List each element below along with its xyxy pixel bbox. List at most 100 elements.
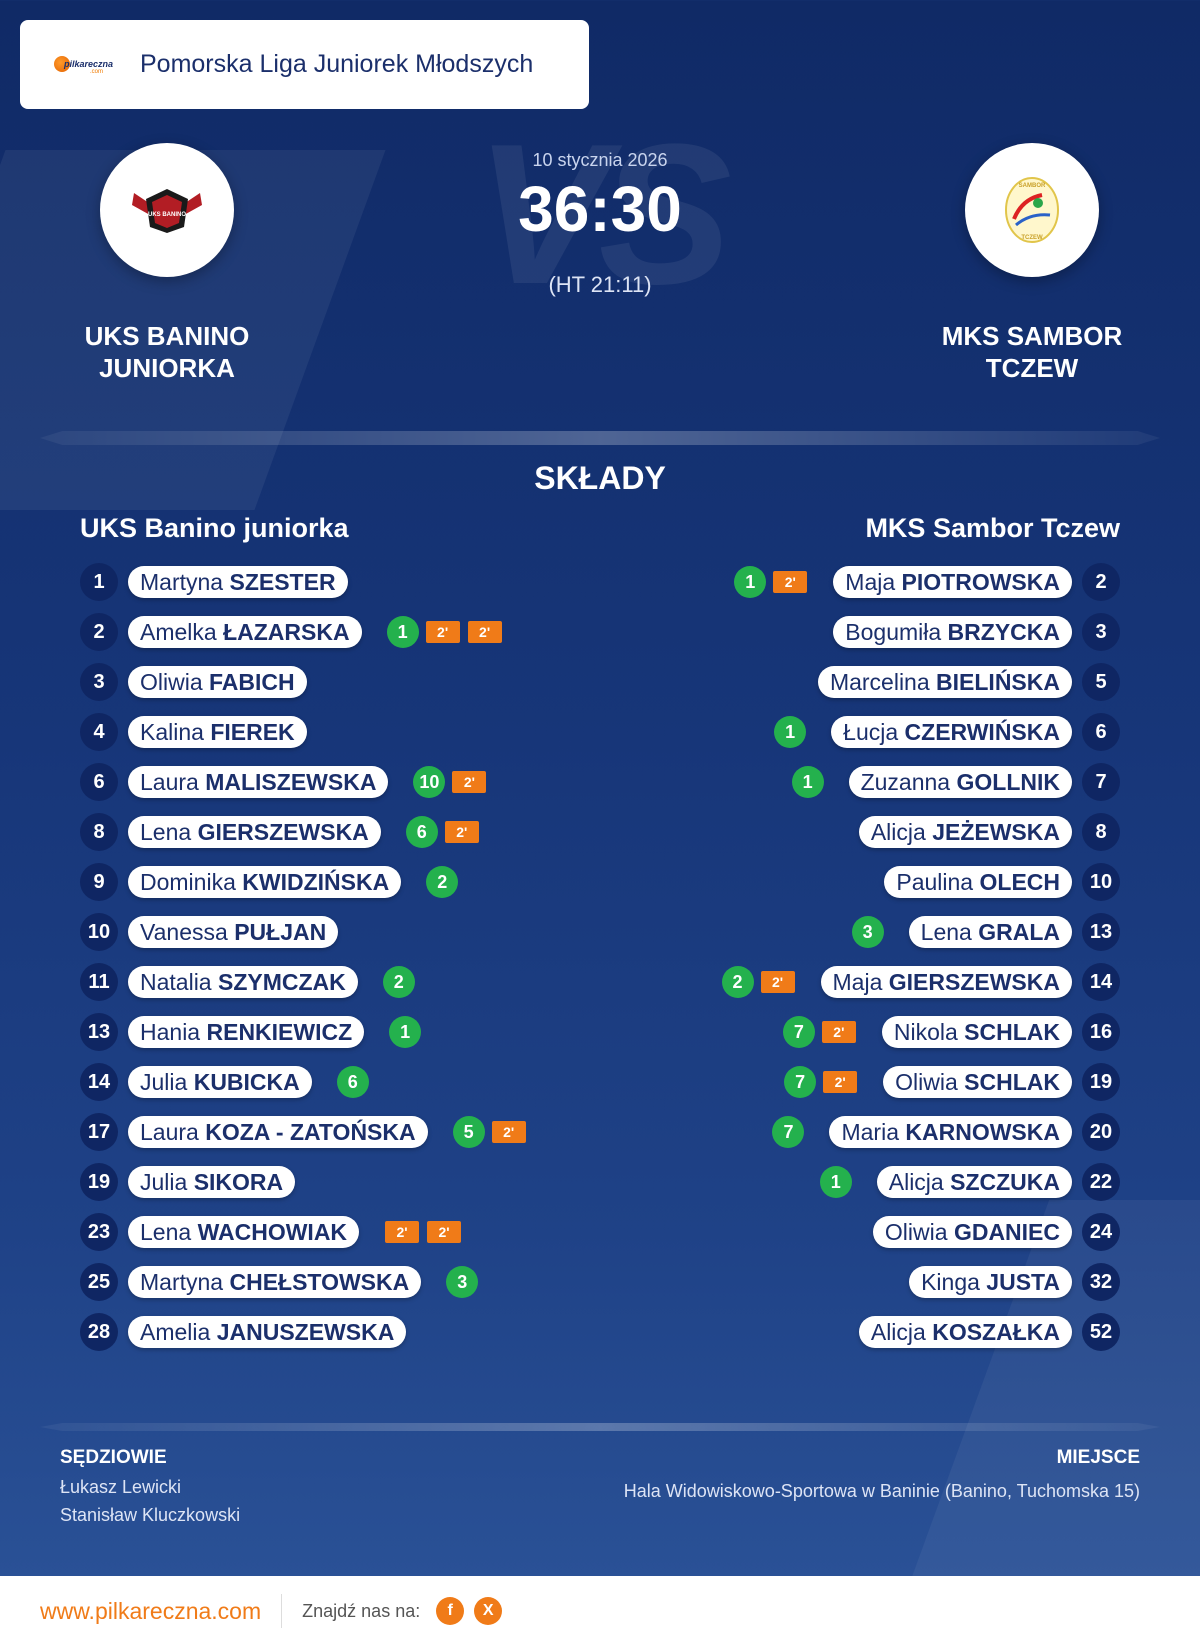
- player-first-name: Paulina: [896, 869, 974, 895]
- match-date: 10 stycznia 2026: [532, 150, 668, 170]
- player-stats: 6: [334, 1066, 372, 1098]
- player-row: Paulina OLECH 10: [719, 857, 1120, 907]
- player-last-name: SZYMCZAK: [218, 969, 346, 995]
- player-name: Bogumiła BRZYCKA: [833, 616, 1072, 648]
- suspension-badge: 2': [760, 971, 795, 993]
- player-row: 25 Martyna CHEŁSTOWSKA 3: [80, 1257, 530, 1307]
- goals-badge: 2: [721, 966, 754, 998]
- shirt-number: 23: [80, 1213, 118, 1251]
- shirt-number: 28: [80, 1313, 118, 1351]
- player-first-name: Alicja: [870, 1319, 926, 1345]
- goals-badge: 6: [336, 1066, 369, 1098]
- away-lineup: 1 2' Maja PIOTROWSKA 2 Bogumiła BRZYCKA 3 Marc…: [719, 557, 1120, 1357]
- player-name: Maja GIERSZEWSKA: [820, 966, 1072, 998]
- player-first-name: Dominika: [140, 869, 236, 895]
- player-stats: 7: [769, 1116, 807, 1148]
- home-lineup: 1 Martyna SZESTER 2 Amelka ŁAZARSKA 1 2' 2' 3 Ol…: [80, 557, 530, 1357]
- player-last-name: CHEŁSTOWSKA: [229, 1269, 410, 1295]
- player-row: Alicja JEŻEWSKA 8: [719, 807, 1120, 857]
- player-stats: 3: [849, 916, 887, 948]
- goals-badge: 3: [446, 1266, 479, 1298]
- vs-watermark: VS: [475, 103, 732, 326]
- player-row: 14 Julia KUBICKA 6: [80, 1057, 530, 1107]
- player-last-name: GDANIEC: [953, 1219, 1060, 1245]
- divider: [40, 1423, 1160, 1431]
- goals-badge: 10: [413, 766, 446, 798]
- shirt-number: 32: [1082, 1263, 1120, 1301]
- player-row: 2 2' Maja GIERSZEWSKA 14: [719, 957, 1120, 1007]
- player-last-name: KOSZAŁKA: [932, 1319, 1060, 1345]
- player-stats: 6 2': [403, 816, 483, 848]
- player-name: Kinga JUSTA: [909, 1266, 1072, 1298]
- player-row: 1 Zuzanna GOLLNIK 7: [719, 757, 1120, 807]
- pilkareczna-logo-icon: pilkareczna .com: [54, 52, 116, 78]
- shirt-number: 19: [1082, 1063, 1120, 1101]
- suspension-badge: 2': [385, 1221, 420, 1243]
- player-first-name: Lena: [920, 919, 972, 945]
- player-row: 1 Łucja CZERWIŃSKA 6: [719, 707, 1120, 757]
- shirt-number: 14: [80, 1063, 118, 1101]
- shirt-number: 9: [80, 863, 118, 901]
- player-stats: 1: [817, 1166, 855, 1198]
- player-first-name: Alicja: [888, 1169, 944, 1195]
- player-name: Oliwia SCHLAK: [883, 1066, 1072, 1098]
- player-first-name: Kalina: [140, 719, 204, 745]
- player-name: Maria KARNOWSKA: [829, 1116, 1072, 1148]
- suspension-badge: 2': [823, 1071, 858, 1093]
- player-name: Maja PIOTROWSKA: [833, 566, 1072, 598]
- player-stats: 2: [380, 966, 418, 998]
- player-name: Lena WACHOWIAK: [128, 1216, 360, 1248]
- shirt-number: 13: [1082, 913, 1120, 951]
- player-first-name: Amelia: [140, 1319, 211, 1345]
- player-name: Paulina OLECH: [884, 866, 1072, 898]
- player-last-name: SZCZUKA: [950, 1169, 1060, 1195]
- shirt-number: 25: [80, 1263, 118, 1301]
- player-stats: 5 2': [450, 1116, 530, 1148]
- footer-separator: [281, 1594, 283, 1628]
- player-row: 1 Martyna SZESTER: [80, 557, 530, 607]
- venue-text: Hala Widowiskowo-Sportowa w Baninie (Ban…: [623, 1481, 1140, 1501]
- player-last-name: SCHLAK: [964, 1019, 1060, 1045]
- suspension-badge: 2': [444, 821, 479, 843]
- shirt-number: 2: [1082, 563, 1120, 601]
- facebook-icon[interactable]: f: [436, 1597, 465, 1625]
- home-team-logo-icon: UKS BANINO: [100, 143, 234, 277]
- player-row: Bogumiła BRZYCKA 3: [719, 607, 1120, 657]
- player-last-name: KOZA - ZATOŃSKA: [205, 1119, 416, 1145]
- goals-badge: 6: [405, 816, 438, 848]
- player-last-name: JANUSZEWSKA: [216, 1319, 395, 1345]
- player-first-name: Laura: [140, 769, 199, 795]
- player-name: Oliwia FABICH: [128, 666, 307, 698]
- player-last-name: GOLLNIK: [956, 769, 1061, 795]
- goals-badge: 1: [791, 766, 824, 798]
- shirt-number: 2: [80, 613, 118, 651]
- player-row: 3 Lena GRALA 13: [719, 907, 1120, 957]
- player-last-name: PIOTROWSKA: [901, 569, 1060, 595]
- player-row: 11 Natalia SZYMCZAK 2: [80, 957, 530, 1007]
- away-team-name: MKS SAMBOR TCZEW: [941, 321, 1123, 383]
- x-icon[interactable]: X: [474, 1597, 503, 1625]
- player-row: 8 Lena GIERSZEWSKA 6 2': [80, 807, 530, 857]
- player-stats: 1 2': [731, 566, 811, 598]
- website-link[interactable]: www.pilkareczna.com: [40, 1597, 262, 1624]
- player-last-name: WACHOWIAK: [197, 1219, 348, 1245]
- player-last-name: JUSTA: [986, 1269, 1060, 1295]
- player-first-name: Maja: [845, 569, 896, 595]
- goals-badge: 3: [851, 916, 884, 948]
- goals-badge: 1: [386, 616, 419, 648]
- player-first-name: Oliwia: [884, 1219, 948, 1245]
- svg-text:SAMBOR: SAMBOR: [1019, 183, 1046, 189]
- player-name: Zuzanna GOLLNIK: [848, 766, 1072, 798]
- player-last-name: CZERWIŃSKA: [904, 719, 1060, 745]
- referee-name: Stanisław Kluczkowski: [60, 1505, 241, 1525]
- shirt-number: 4: [80, 713, 118, 751]
- player-row: 10 Vanessa PUŁJAN: [80, 907, 530, 957]
- suspension-badge: 2': [427, 1221, 462, 1243]
- player-row: 6 Laura MALISZEWSKA 10 2': [80, 757, 530, 807]
- home-lineup-title: UKS Banino juniorka: [80, 513, 349, 543]
- shirt-number: 13: [80, 1013, 118, 1051]
- player-last-name: KARNOWSKA: [905, 1119, 1060, 1145]
- player-last-name: BRZYCKA: [947, 619, 1060, 645]
- player-name: Amelia JANUSZEWSKA: [128, 1316, 407, 1348]
- player-stats: 2 2': [719, 966, 799, 998]
